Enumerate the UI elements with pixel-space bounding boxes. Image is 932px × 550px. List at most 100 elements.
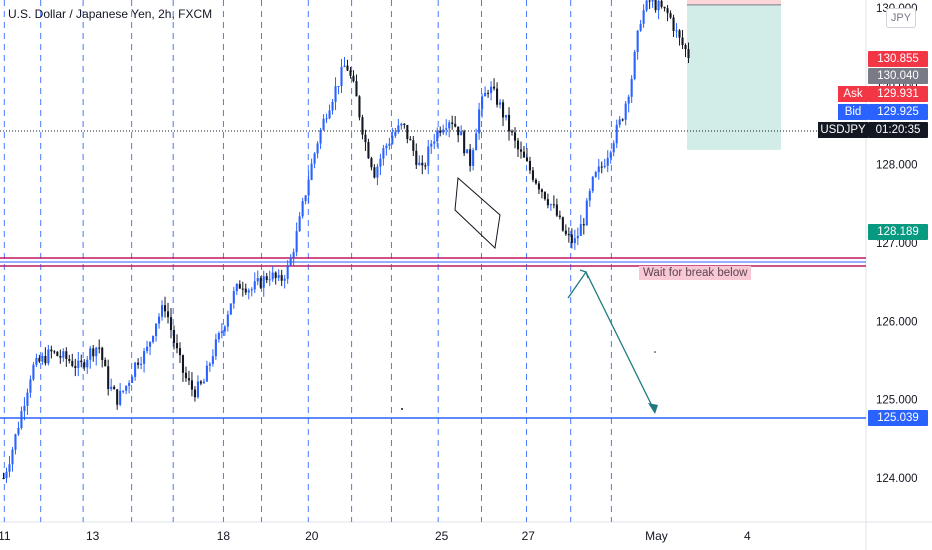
candle-body <box>250 289 253 291</box>
candle-body <box>104 359 107 367</box>
candle-body <box>62 351 65 358</box>
candle-body <box>510 131 514 133</box>
candle-body <box>169 317 173 331</box>
candle-body <box>466 149 469 154</box>
candle-body <box>50 349 53 352</box>
candle-body <box>624 103 627 120</box>
candle-body <box>400 123 403 126</box>
candle-body <box>343 65 346 67</box>
candle-body <box>546 199 549 206</box>
candle-body <box>137 362 140 365</box>
candle-body <box>29 379 32 393</box>
currency-button[interactable]: JPY <box>886 8 916 28</box>
candle-body <box>597 166 600 173</box>
candle-body <box>71 360 74 367</box>
candle-body <box>140 363 143 365</box>
candle-body <box>472 150 475 166</box>
target-high-tag: 130.855 <box>868 51 928 67</box>
candle-body <box>415 150 418 165</box>
candle-body <box>424 165 427 167</box>
candle-body <box>436 130 439 142</box>
candle-body <box>394 131 397 136</box>
candle-body <box>358 96 361 118</box>
candle-body <box>238 283 241 289</box>
candle-body <box>310 163 313 180</box>
candle-body <box>208 363 211 366</box>
candle-body <box>490 86 493 94</box>
candle-body <box>588 191 591 201</box>
bid-tag: 129.925 <box>868 104 928 120</box>
candle-body <box>110 386 113 389</box>
candle-body <box>125 385 128 391</box>
candle-body <box>319 129 322 144</box>
note-label[interactable]: Wait for break below <box>639 266 752 280</box>
candle-body <box>669 13 672 18</box>
arrow-tick <box>579 269 589 279</box>
ask-label: Ask <box>838 86 868 102</box>
candle-body <box>463 131 466 154</box>
countdown-tag: 01:20:35 <box>868 122 928 138</box>
candle-body <box>92 348 95 357</box>
candle-body <box>439 130 442 133</box>
projection-arrowhead <box>648 403 658 414</box>
candle-body <box>235 283 238 292</box>
candle-body <box>609 152 612 158</box>
candle-body <box>442 129 445 133</box>
candle-body <box>576 235 579 239</box>
candle-body <box>681 37 684 46</box>
candle-body <box>77 360 80 369</box>
ask-tag: 129.931 <box>868 86 928 102</box>
candle-body <box>409 139 412 141</box>
symbol-label: USDJPY <box>818 122 868 138</box>
candle-body <box>325 118 328 120</box>
candle-body <box>316 143 319 154</box>
candle-body <box>74 366 77 369</box>
candle-body <box>501 102 505 118</box>
candle-body <box>98 347 101 349</box>
candle-body <box>128 382 131 386</box>
candle-body <box>119 390 122 405</box>
candle-body <box>421 162 424 166</box>
candle-body <box>621 119 624 121</box>
candle-body <box>558 215 561 218</box>
candle-body <box>44 355 47 364</box>
candle-body <box>175 342 179 349</box>
candle-body <box>187 378 191 381</box>
candle-body <box>687 49 690 58</box>
support-tag: 125.039 <box>868 410 928 426</box>
candle-body <box>346 65 349 71</box>
candle-body <box>367 142 370 159</box>
candle-body <box>352 75 355 82</box>
drawings <box>401 176 658 414</box>
candle-body <box>675 30 678 32</box>
candle-body <box>549 204 552 206</box>
candle-body <box>612 143 615 153</box>
flag-pattern <box>454 176 501 250</box>
candle-body <box>289 257 292 266</box>
candle-body <box>594 172 597 177</box>
candle-body <box>271 272 274 280</box>
candle-body <box>14 434 17 450</box>
candle-body <box>268 279 271 281</box>
candle-body <box>475 133 478 151</box>
candle-body <box>582 224 585 226</box>
candle-body <box>403 123 406 125</box>
candle-body <box>322 118 325 130</box>
candle-body <box>262 276 265 288</box>
candle-body <box>573 238 576 244</box>
entry-tag: 130.040 <box>868 68 928 84</box>
time-axis[interactable]: 11 13 18 20 25 27 May 4 <box>0 529 751 543</box>
candle-body <box>196 381 199 398</box>
candle-body <box>376 166 379 178</box>
candle-body <box>214 339 217 357</box>
candle-body <box>35 357 38 365</box>
candle-body <box>600 166 603 168</box>
candle-body <box>277 275 280 278</box>
reward-zone <box>687 4 781 150</box>
candle-body <box>543 191 546 200</box>
candle-body <box>331 101 334 111</box>
candle-body <box>157 316 161 324</box>
candle-body <box>531 170 535 180</box>
